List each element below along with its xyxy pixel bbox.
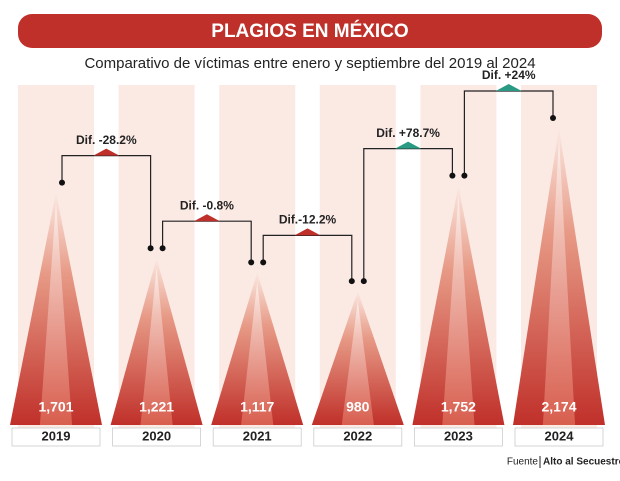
value-label: 980 [346, 399, 370, 415]
connector-dot [248, 259, 255, 266]
year-band [112, 427, 201, 447]
difference-label: Dif. -0.8% [180, 198, 234, 212]
x-tick-label: 2020 [142, 428, 171, 443]
source: Alto al Secuestro [543, 457, 620, 468]
cone-highlight [542, 138, 576, 425]
cone-highlight [442, 195, 475, 425]
year-band [313, 427, 403, 447]
value-label: 1,752 [441, 399, 476, 415]
x-tick-label: 2021 [243, 428, 272, 443]
value-label: 2,174 [541, 399, 576, 415]
value-label: 1,701 [38, 399, 73, 415]
connector-dot [348, 278, 355, 285]
difference-label: Dif. +78.7% [376, 126, 440, 140]
cone-highlight [341, 301, 374, 425]
connector-dot [550, 115, 556, 121]
difference-marker [294, 228, 321, 236]
x-tick-label: 2019 [42, 428, 71, 443]
value-label: 1,221 [139, 399, 174, 415]
chart-title: PLAGIOS EN MÉXICO [211, 20, 408, 42]
connector-dot [360, 278, 367, 285]
cone-highlight [140, 268, 173, 425]
x-tick-label: 2022 [343, 428, 372, 443]
year-band [212, 427, 302, 447]
difference-marker [395, 141, 422, 149]
connector-dot [449, 172, 456, 179]
title-bar [18, 14, 602, 48]
year-band [514, 427, 604, 447]
connector-dot [159, 245, 166, 252]
connector-dot [461, 172, 468, 179]
x-tick-label: 2024 [545, 428, 575, 443]
chart-subtitle: Comparativo de víctimas entre enero y se… [84, 55, 535, 72]
difference-label: Dif. +24% [482, 68, 536, 82]
cone-highlight [241, 282, 274, 425]
year-band [413, 427, 503, 447]
difference-marker [193, 214, 220, 222]
connector-dot [260, 259, 267, 266]
difference-marker [93, 148, 120, 156]
connector-dot [147, 245, 154, 252]
connector-dot [59, 179, 65, 186]
cone-highlight [39, 202, 73, 425]
difference-label: Dif.-12.2% [279, 213, 337, 227]
source-label: Fuente [507, 457, 539, 468]
value-label: 1,117 [240, 399, 274, 415]
year-band [11, 427, 101, 447]
x-tick-label: 2023 [444, 428, 473, 443]
difference-marker [495, 84, 522, 91]
difference-label: Dif. -28.2% [76, 133, 137, 147]
